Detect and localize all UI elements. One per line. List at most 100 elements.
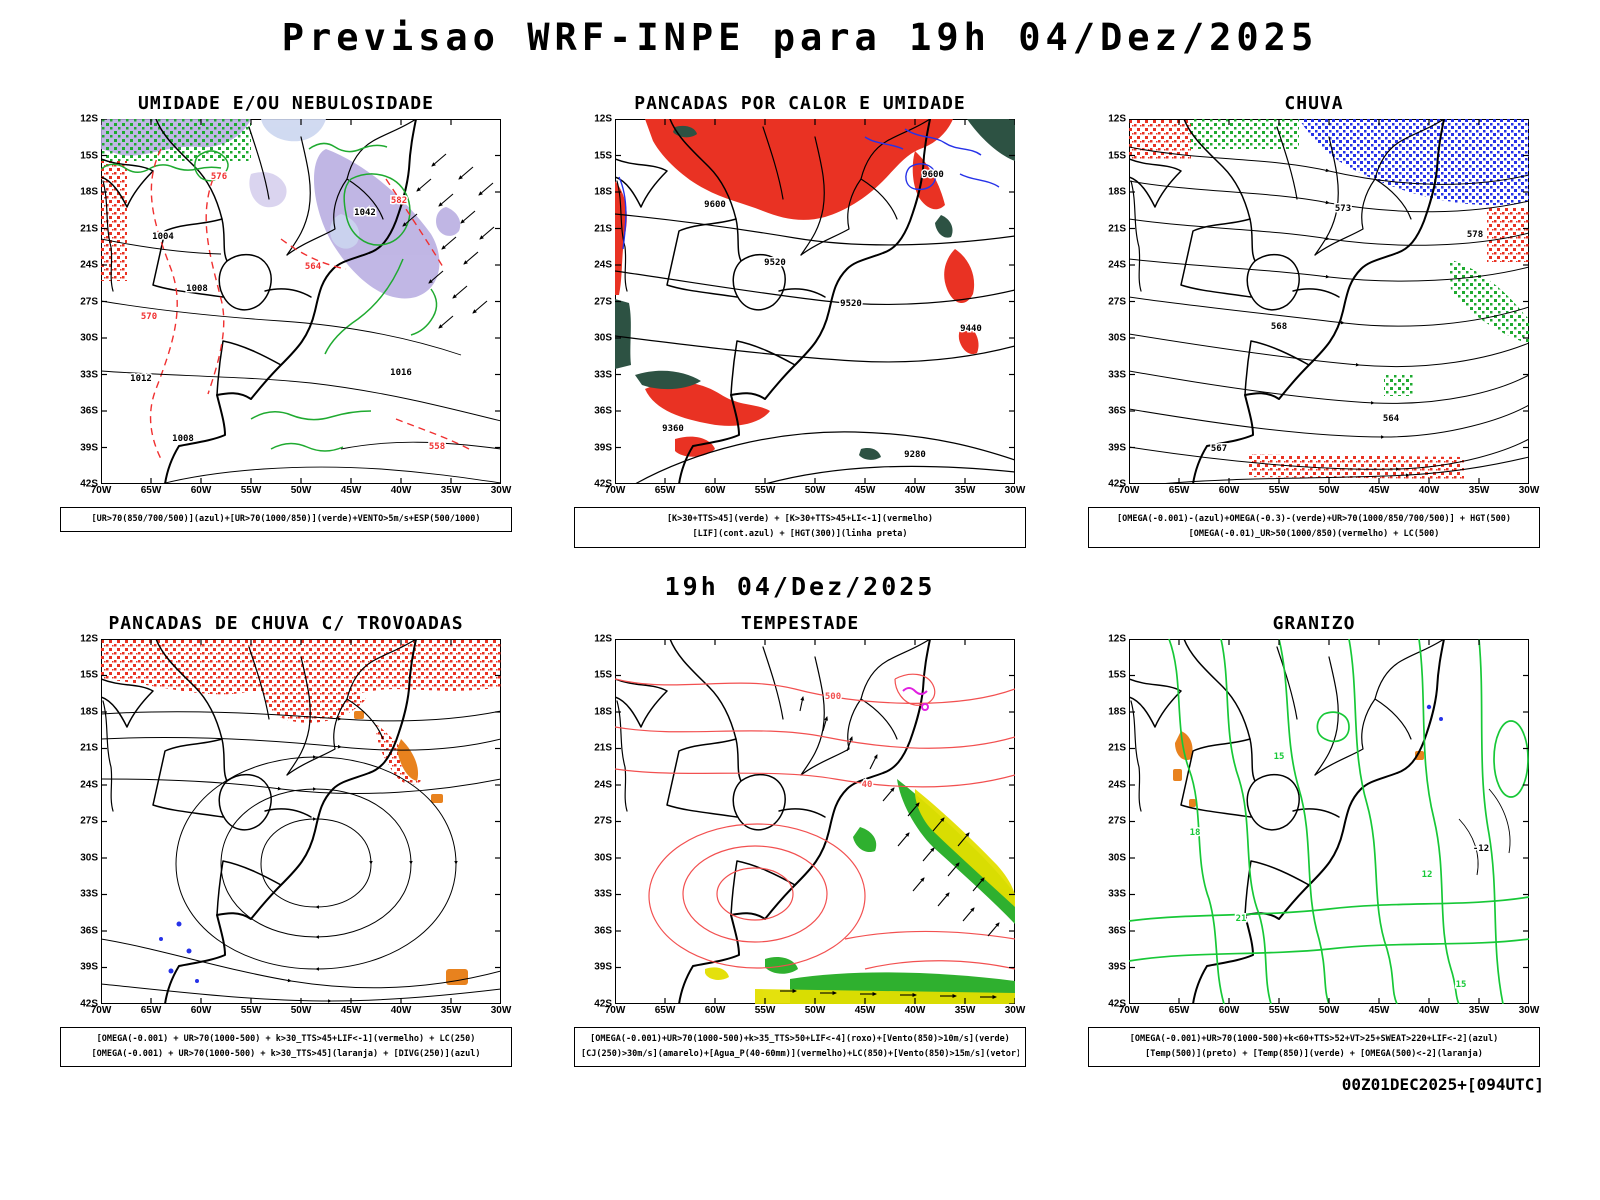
lat-label: 42S: [1108, 998, 1126, 1010]
lon-label: 65W: [140, 485, 162, 496]
lat-axis: 12S 15S 18S 21S 24S 27S 30S 33S 36S 39S 42S: [71, 633, 101, 1009]
green-speckle-area: [101, 119, 251, 161]
lon-label: 35W: [440, 485, 462, 496]
storm-red-contours: [615, 673, 1015, 970]
lat-label: 24S: [80, 779, 98, 791]
lat-label: 27S: [80, 815, 98, 827]
lat-label: 15S: [594, 150, 612, 161]
page-title: Previsao WRF-INPE para 19h 04/Dez/2025: [281, 16, 1319, 59]
contour-value-label: 500: [825, 692, 841, 702]
lon-label: 50W: [1318, 485, 1340, 496]
panel-umidade: UMIDADE E/OU NEBULOSIDADE 12S 15S 18S 21S 24…: [42, 93, 530, 548]
lat-label: 21S: [80, 742, 98, 754]
contour-value-label: 9360: [662, 424, 684, 434]
contour-value-label: 567: [1211, 444, 1227, 454]
lon-label: 60W: [704, 485, 726, 496]
lon-axis: 70W 65W 60W 55W 50W 45W 40W 35W 30W: [605, 1004, 1026, 1019]
lon-label: 40W: [1418, 485, 1440, 496]
lon-label: 40W: [904, 1004, 926, 1016]
map-pancadas-calor: 9600 9600 9520 9520 9440 9360 9280: [615, 119, 1015, 484]
lat-label: 12S: [1108, 633, 1126, 645]
lon-label: 55W: [1268, 1004, 1290, 1016]
lon-label: 30W: [1518, 1004, 1540, 1016]
lat-label: 39S: [80, 442, 98, 453]
lat-label: 12S: [80, 113, 98, 125]
lat-label: 24S: [1108, 779, 1126, 791]
contour-value-label: 1016: [390, 368, 412, 378]
lat-label: 39S: [594, 442, 612, 453]
lat-label: 12S: [594, 633, 612, 645]
contour-value-label: 15: [1456, 980, 1467, 990]
contour-value-label: 21: [1236, 914, 1247, 924]
lat-label: 15S: [594, 669, 612, 681]
lat-label: 18S: [594, 186, 612, 198]
contour-value-label: 576: [211, 172, 227, 182]
lat-label: 36S: [1108, 925, 1126, 937]
lat-label: 33S: [1108, 369, 1126, 380]
frame-ticks: [1129, 638, 1529, 1004]
temp850-green-contours: [1129, 638, 1529, 1004]
lon-label: 50W: [1318, 1004, 1340, 1016]
frame-ticks: [615, 638, 1015, 1004]
lon-label: 70W: [90, 1004, 112, 1016]
contour-value-label: 1042: [354, 208, 376, 218]
panel-tempestade: TEMPESTADE 12S 15S 18S 21S 24S 27S 30S 33S 36S 39…: [556, 613, 1044, 1068]
storm-wind-vectors: [780, 695, 1000, 999]
lon-label: 65W: [1168, 1004, 1190, 1016]
lat-label: 39S: [594, 961, 612, 973]
lc250-streamlines: [101, 710, 501, 1003]
contour-value-label: 9440: [960, 324, 982, 334]
lon-label: 60W: [190, 1004, 212, 1016]
contour-value-label: 9280: [904, 450, 926, 460]
lon-label: 30W: [490, 1004, 512, 1016]
humidity-blue-shading: [261, 119, 360, 249]
lat-label: 39S: [1108, 961, 1126, 973]
lon-label: 70W: [90, 485, 112, 496]
map-chuva: 578 573 568 564 567: [1129, 119, 1529, 484]
lat-label: 15S: [1108, 669, 1126, 681]
contour-value-label: 558: [429, 442, 445, 452]
lat-axis: 12S 15S 18S 21S 24S 27S 30S 33S 36S 39S 42S: [1099, 114, 1129, 490]
bottom-row: PANCADAS DE CHUVA C/ TROVOADAS 12S 15S 18S…: [0, 613, 1600, 1068]
contour-value-label: -12: [1473, 844, 1489, 854]
lat-label: 36S: [594, 925, 612, 937]
contour-value-label: 18: [1190, 828, 1201, 838]
caption-line: [CJ(250)>30m/s](amarelo)+[Agua_P(40-60mm…: [581, 1048, 1019, 1059]
panel-title-tempestade: TEMPESTADE: [740, 612, 860, 634]
lat-label: 42S: [80, 998, 98, 1010]
lat-label: 33S: [80, 369, 98, 380]
caption-line: [K>30+TTS>45](verde) + [K>30+TTS>45+LI<-…: [666, 514, 934, 524]
lon-label: 35W: [954, 485, 976, 496]
lon-label: 60W: [1218, 485, 1240, 496]
lat-label: 21S: [80, 223, 98, 234]
lat-label: 39S: [1108, 442, 1126, 453]
map-frame: [101, 119, 501, 484]
heat-shower-red-areas: [615, 119, 979, 457]
lon-label: 70W: [604, 1004, 626, 1016]
lat-label: 36S: [1108, 405, 1126, 417]
lat-axis: 12S 15S 18S 21S 24S 27S 30S 33S 36S 39S 42S: [585, 114, 615, 490]
lat-label: 27S: [594, 815, 612, 827]
caption-line: [OMEGA(-0.001) + UR>70(1000-500) + k>30_…: [91, 1048, 481, 1059]
lat-label: 27S: [80, 296, 98, 307]
lat-label: 27S: [1108, 296, 1126, 307]
lon-label: 45W: [1368, 485, 1390, 496]
lat-label: 30S: [1108, 332, 1126, 344]
lon-label: 45W: [1368, 1004, 1390, 1016]
lat-label: 12S: [80, 633, 98, 645]
contour-value-label: 9600: [922, 170, 944, 180]
temp500-black-contours: [1458, 788, 1511, 875]
frame-ticks: [1129, 119, 1529, 484]
lon-label: 40W: [1418, 1004, 1440, 1016]
lon-label: 55W: [1268, 485, 1290, 496]
lat-label: 24S: [594, 259, 612, 271]
isobar-contours: [101, 238, 501, 484]
lon-axis: 70W 65W 60W 55W 50W 45W 40W 35W 30W: [1119, 484, 1540, 499]
lon-label: 45W: [340, 485, 362, 496]
contour-value-label: 15: [1274, 752, 1285, 762]
contour-value-label: 12: [1422, 870, 1433, 880]
lon-label: 35W: [1468, 485, 1490, 496]
frame-ticks: [101, 638, 501, 1004]
green-humidity-contours: [101, 142, 438, 452]
contour-value-label: 568: [1271, 322, 1287, 332]
